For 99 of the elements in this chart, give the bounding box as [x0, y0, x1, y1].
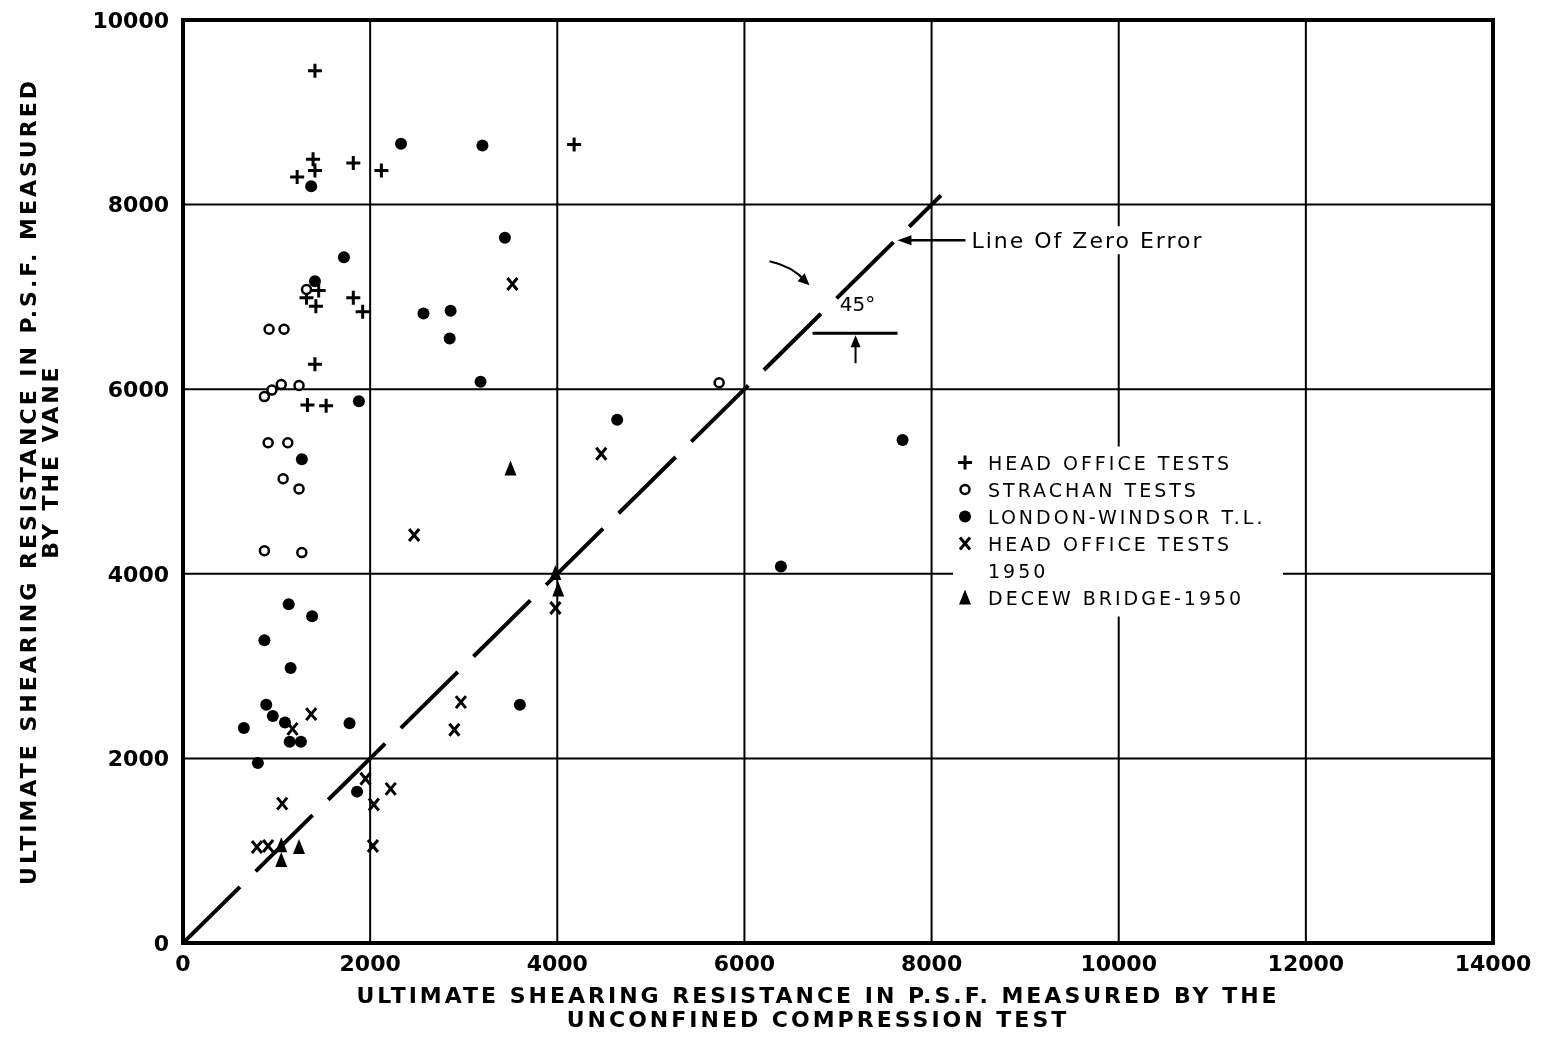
point — [263, 323, 275, 335]
point — [250, 839, 264, 855]
point — [275, 851, 288, 867]
x-tick-label: 14000 — [1454, 950, 1532, 976]
point — [293, 379, 305, 392]
point — [294, 735, 307, 748]
x-tick-label: 4000 — [526, 950, 588, 976]
point — [290, 169, 305, 184]
point — [282, 598, 295, 611]
y-tick-label: 10000 — [92, 7, 169, 33]
point — [285, 721, 299, 737]
point — [474, 375, 487, 388]
point — [307, 357, 322, 372]
point — [258, 544, 271, 557]
point — [306, 152, 321, 167]
point — [346, 156, 361, 171]
point — [277, 472, 289, 485]
point — [283, 735, 296, 748]
point — [307, 63, 322, 78]
point — [476, 139, 489, 152]
legend-label: HEAD OFFICE TESTS — [988, 451, 1233, 474]
x-tick-label: 10000 — [1080, 950, 1157, 976]
legend-label: HEAD OFFICE TESTS 1950 — [988, 532, 1233, 582]
x-tick-label: 6000 — [713, 950, 776, 976]
point — [305, 180, 318, 193]
x-tick-label: 0 — [175, 950, 191, 976]
point — [260, 698, 273, 711]
x-tick-label: 8000 — [900, 950, 963, 976]
point — [319, 398, 334, 413]
point — [343, 717, 356, 730]
point — [552, 581, 565, 597]
legend-label: STRACHAN TESTS — [988, 478, 1199, 501]
legend-label: DECEW BRIDGE-1950 — [988, 586, 1245, 609]
x-axis-title: ULTIMATE SHEARING RESISTANCE IN P.S.F. MEASURED BY THE UNCONFINED COMPRESSION TEST — [356, 983, 1280, 1032]
y-tick-label: 0 — [153, 930, 169, 956]
point — [258, 634, 271, 647]
point — [304, 706, 318, 722]
point — [307, 163, 322, 178]
point — [296, 546, 308, 559]
point — [306, 610, 319, 623]
point — [774, 560, 787, 573]
point — [237, 721, 250, 734]
point — [308, 299, 323, 314]
point — [355, 304, 370, 319]
point — [308, 275, 321, 288]
point — [407, 527, 421, 543]
point — [567, 137, 582, 152]
x-tick-label: 2000 — [339, 950, 401, 976]
point — [295, 453, 308, 466]
point — [300, 283, 313, 296]
legend-label: Line Of Zero Error — [971, 228, 1204, 254]
point — [594, 446, 608, 462]
point — [505, 276, 519, 292]
point — [293, 483, 305, 495]
legend-label: LONDON-WINDSOR T.L. — [988, 505, 1266, 528]
point — [261, 838, 275, 854]
point — [498, 231, 511, 244]
point — [262, 436, 274, 449]
point — [611, 413, 624, 426]
point — [351, 785, 364, 798]
point — [300, 397, 315, 412]
y-tick-label: 2000 — [107, 746, 169, 772]
point — [374, 163, 389, 178]
point — [504, 460, 517, 476]
point — [258, 390, 271, 403]
point — [275, 796, 289, 812]
point — [417, 307, 430, 320]
point — [454, 694, 468, 710]
y-axis-title: ULTIMATE SHEARING RESISTANCE IN P.S.F. MEASURED BY THE VANE — [16, 78, 63, 885]
x-tick-label: 12000 — [1267, 950, 1345, 976]
point — [513, 698, 526, 711]
point — [443, 332, 456, 345]
point — [549, 564, 562, 580]
point — [282, 436, 294, 449]
y-tick-label: 4000 — [107, 561, 169, 587]
point — [352, 395, 365, 408]
point — [447, 722, 461, 738]
y-tick-label: 6000 — [107, 377, 169, 403]
point — [384, 781, 398, 797]
point — [896, 433, 909, 446]
point — [346, 290, 361, 305]
annotation: 45° — [839, 292, 876, 317]
point — [293, 839, 306, 855]
y-tick-label: 8000 — [107, 192, 169, 218]
point — [278, 323, 290, 335]
point — [367, 797, 381, 813]
point — [548, 600, 562, 616]
point — [395, 137, 408, 150]
point — [275, 378, 287, 391]
point — [337, 251, 350, 264]
point — [266, 384, 278, 396]
point — [284, 661, 297, 674]
point — [275, 837, 288, 853]
point — [366, 838, 380, 854]
point — [444, 304, 457, 317]
point — [713, 376, 725, 389]
point — [251, 757, 264, 770]
point — [266, 709, 279, 722]
point — [358, 771, 372, 787]
